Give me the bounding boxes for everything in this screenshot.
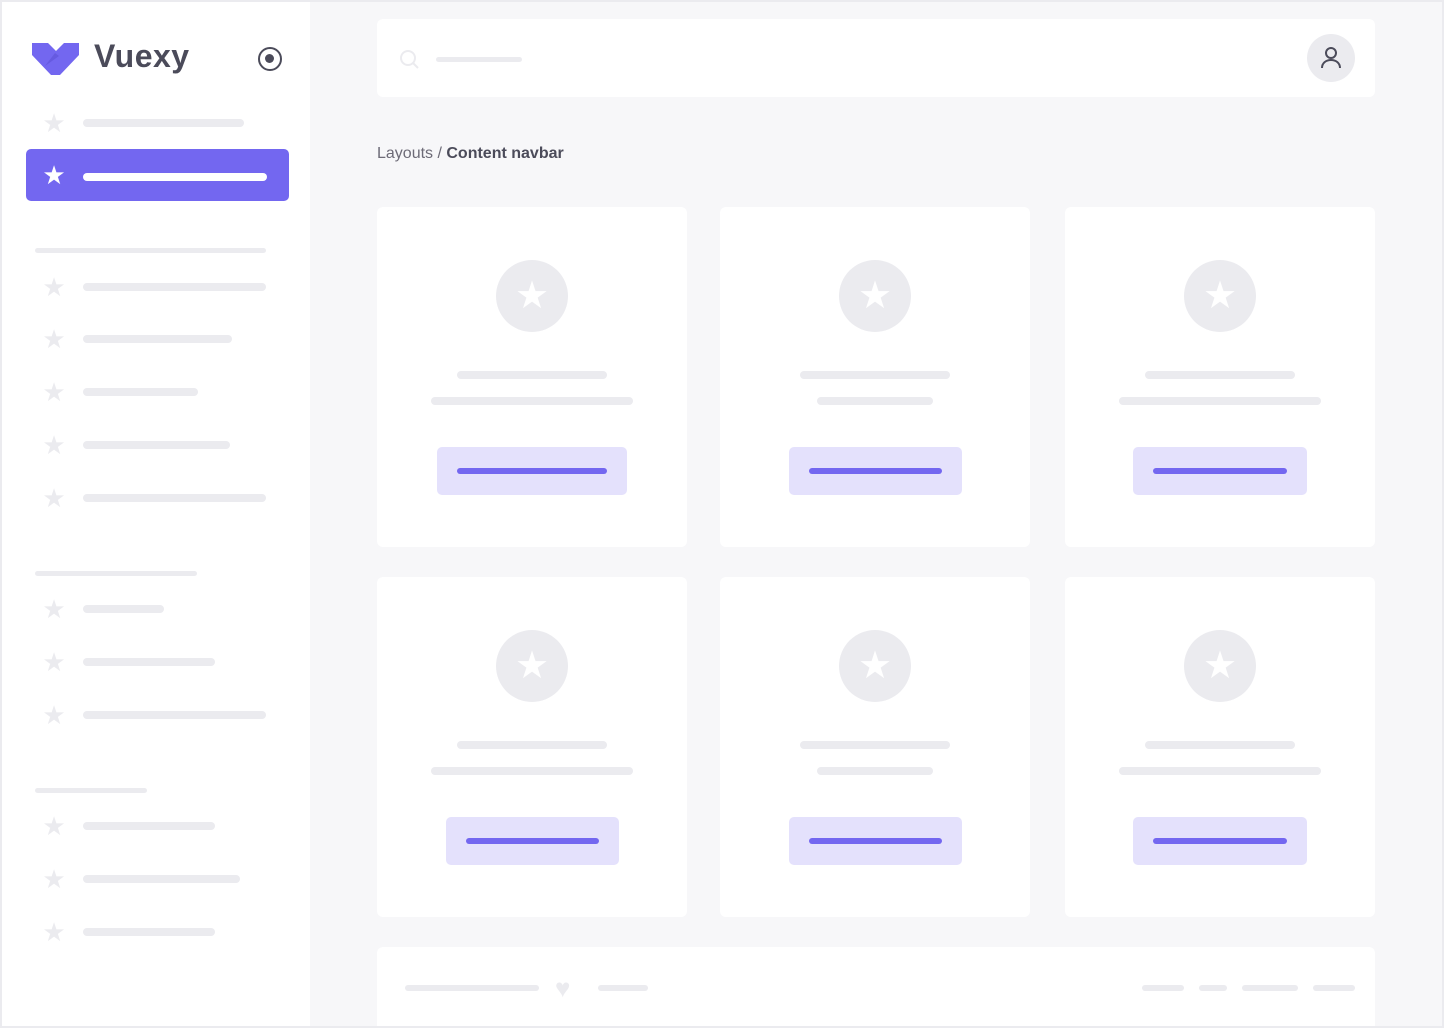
breadcrumb-parent[interactable]: Layouts /: [377, 145, 447, 162]
star-icon: ★: [42, 647, 66, 677]
breadcrumb-current: Content navbar: [446, 145, 564, 162]
star-icon: ★: [42, 700, 66, 730]
star-icon: ★: [42, 811, 66, 841]
card-button[interactable]: [789, 447, 962, 495]
card: ★: [720, 577, 1030, 917]
card: ★: [720, 207, 1030, 547]
star-icon: ★: [42, 324, 66, 354]
footer-link[interactable]: [1142, 985, 1184, 991]
section-divider: [35, 788, 147, 793]
star-icon: ★: [496, 630, 568, 702]
sidebar-item-active[interactable]: ★: [26, 149, 289, 201]
search-input[interactable]: [436, 57, 522, 62]
star-icon: ★: [1184, 630, 1256, 702]
card: ★: [1065, 577, 1375, 917]
star-icon: ★: [42, 483, 66, 513]
card: ★: [377, 577, 687, 917]
star-icon: ★: [42, 108, 66, 138]
star-icon: ★: [42, 917, 66, 947]
footer-link[interactable]: [1242, 985, 1298, 991]
top-navbar: [377, 19, 1375, 97]
card-button[interactable]: [789, 817, 962, 865]
brand-name: Vuexy: [94, 38, 190, 74]
vuexy-logo-icon: [32, 43, 79, 75]
card: ★: [377, 207, 687, 547]
star-icon: ★: [42, 272, 66, 302]
star-icon: ★: [42, 430, 66, 460]
section-divider: [35, 248, 266, 253]
sidebar: Vuexy ★ ★ ★ ★ ★ ★ ★ ★ ★ ★ ★ ★ ★: [2, 2, 310, 1026]
card-button[interactable]: [1133, 447, 1307, 495]
user-icon: [1321, 47, 1341, 69]
section-divider: [35, 571, 197, 576]
card: ★: [1065, 207, 1375, 547]
star-icon: ★: [42, 160, 66, 190]
card-button[interactable]: [437, 447, 627, 495]
footer: ♥: [377, 947, 1375, 1026]
card-button[interactable]: [1133, 817, 1307, 865]
search-icon[interactable]: [399, 49, 421, 71]
star-icon: ★: [839, 630, 911, 702]
star-icon: ★: [42, 594, 66, 624]
sidebar-toggle-icon[interactable]: [258, 47, 282, 71]
footer-link[interactable]: [1199, 985, 1227, 991]
card-button[interactable]: [446, 817, 619, 865]
avatar[interactable]: [1307, 34, 1355, 82]
star-icon: ★: [42, 864, 66, 894]
footer-link[interactable]: [1313, 985, 1355, 991]
heart-icon: ♥: [555, 973, 571, 1003]
star-icon: ★: [839, 260, 911, 332]
star-icon: ★: [1184, 260, 1256, 332]
star-icon: ★: [42, 377, 66, 407]
star-icon: ★: [496, 260, 568, 332]
breadcrumb: Layouts / Content navbar: [377, 145, 564, 163]
